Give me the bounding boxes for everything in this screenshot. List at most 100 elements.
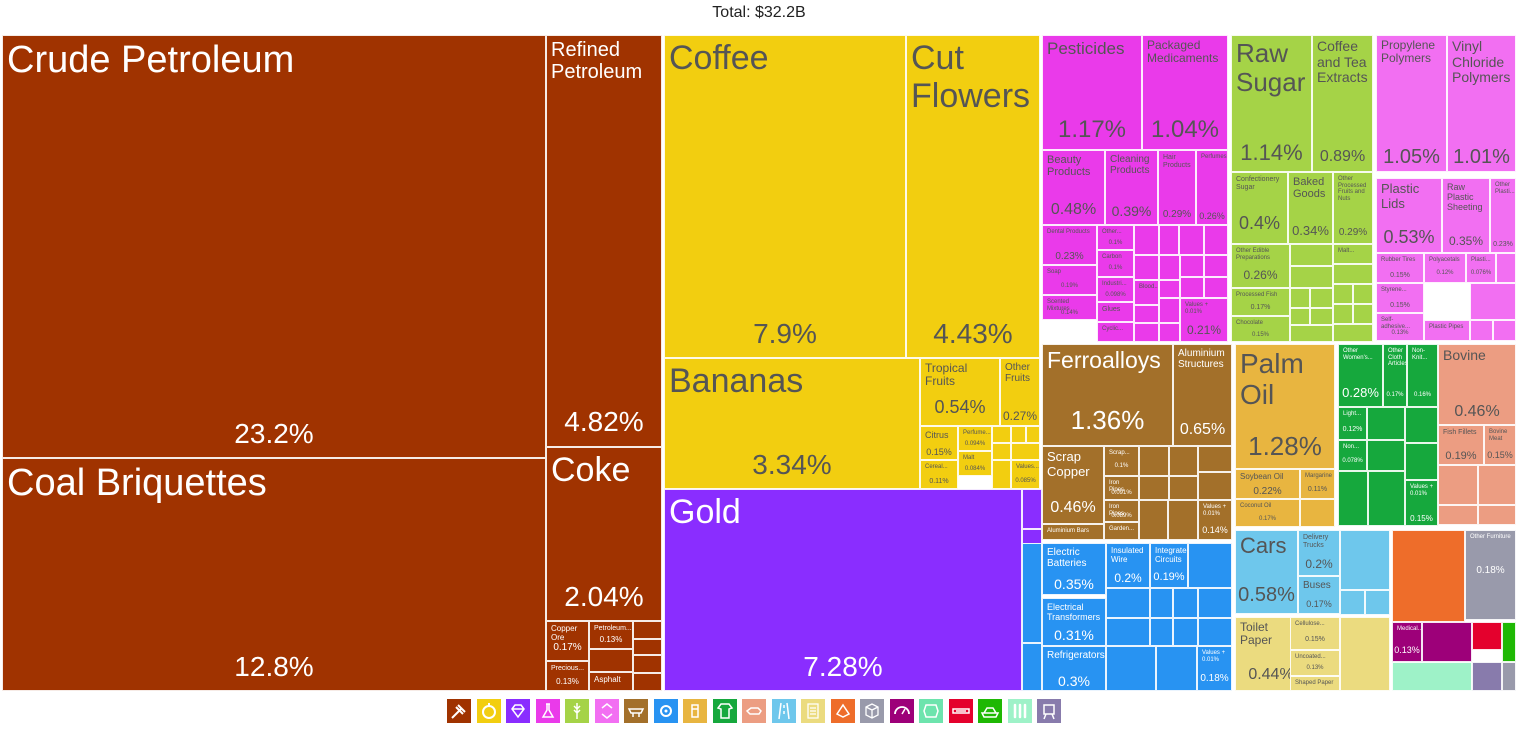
treemap-subtile-machine[interactable] <box>1150 588 1173 618</box>
treemap-tile-industri[interactable]: Industri... 0.098% <box>1097 277 1134 302</box>
treemap-subtile-animal[interactable] <box>1478 505 1516 525</box>
legend-item-precious[interactable] <box>505 698 531 724</box>
treemap-tile-electric-batteries[interactable]: Electric Batteries 0.35% <box>1042 543 1106 595</box>
treemap-tile-values[interactable]: Values... 0.085% <box>1011 460 1040 489</box>
treemap-tile-plastic-pipes[interactable]: Plastic Pipes <box>1424 320 1470 341</box>
legend-item-textile[interactable] <box>711 698 738 724</box>
treemap-tile-confectionery-sugar[interactable]: Confectionery Sugar 0.4% <box>1231 172 1288 244</box>
treemap-tile-iron-pipes[interactable]: Iron Pipes 0.091% <box>1104 476 1139 500</box>
treemap-tile-coffee-and-tea-extracts[interactable]: Coffee and Tea Extracts 0.89% <box>1312 35 1373 172</box>
treemap-tile-cars[interactable]: Cars 0.58% <box>1235 530 1298 614</box>
treemap-subtile-misc[interactable] <box>1502 662 1516 691</box>
treemap-subtile-chemical[interactable] <box>1179 225 1204 255</box>
legend-item-transport[interactable] <box>770 698 797 724</box>
treemap-subtile-plastic[interactable] <box>1496 253 1516 283</box>
treemap-subtile-machine[interactable] <box>1173 618 1198 646</box>
treemap-subtile-plastic[interactable] <box>1470 283 1516 320</box>
treemap-tile-precious[interactable]: Precious... 0.13% <box>546 661 589 691</box>
legend-item-misc[interactable] <box>859 698 885 724</box>
treemap-subtile-machine[interactable] <box>1156 646 1197 691</box>
legend-item-vegetable[interactable] <box>475 698 502 724</box>
treemap-subtile-foodstuff[interactable] <box>1290 266 1333 288</box>
treemap-subtile-machine[interactable] <box>1022 643 1042 691</box>
treemap-tile-cut-flowers[interactable]: Cut Flowers 4.43% <box>906 35 1040 358</box>
treemap-subtile-mineral[interactable] <box>633 639 662 655</box>
treemap-tile-buses[interactable]: Buses 0.17% <box>1298 576 1340 614</box>
treemap-subtile-art[interactable] <box>1472 662 1502 691</box>
treemap-subtile-textile[interactable] <box>1367 407 1405 440</box>
treemap-subtile-chemical[interactable] <box>1134 323 1159 342</box>
treemap-tile-cleaning-products[interactable]: Cleaning Products 0.39% <box>1105 150 1158 225</box>
treemap-subtile-animal[interactable] <box>1438 505 1478 525</box>
treemap-tile-copper-ore[interactable]: Copper Ore 0.17% <box>546 621 589 661</box>
treemap-subtile-transport[interactable] <box>1340 530 1390 590</box>
treemap-tile-scrap-copper[interactable]: Scrap Copper 0.46% <box>1042 446 1104 524</box>
treemap-subtile-weapons[interactable] <box>1472 622 1502 650</box>
treemap-tile-soap[interactable]: Soap 0.19% <box>1042 265 1097 295</box>
treemap-tile-malt[interactable]: Malt 0.084% <box>958 451 992 476</box>
treemap-tile-asphalt[interactable]: Asphalt <box>589 672 633 691</box>
treemap-subtile-foodstuff[interactable] <box>1333 324 1373 342</box>
treemap-tile-perfumes[interactable]: Perfumes 0.26% <box>1196 150 1228 225</box>
legend-item-chemical[interactable] <box>534 698 561 724</box>
treemap-tile-other-processed-fruits-and-nuts[interactable]: Other Processed Fruits and Nuts 0.29% <box>1333 172 1373 244</box>
treemap-tile-other-women-s[interactable]: Other Women's... 0.28% <box>1338 344 1383 407</box>
treemap-tile-non[interactable]: Non... 0.078% <box>1338 440 1367 471</box>
treemap-subtile-foodstuff[interactable] <box>1310 308 1333 325</box>
treemap-subtile-mineral[interactable] <box>633 673 662 691</box>
treemap-tile-coal-briquettes[interactable]: Coal Briquettes 12.8% <box>2 458 546 691</box>
treemap-tile-petroleum[interactable]: Petroleum... 0.13% <box>589 621 633 649</box>
treemap-tile-raw-sugar[interactable]: Raw Sugar 1.14% <box>1231 35 1312 172</box>
treemap-subtile-machine[interactable] <box>1106 618 1150 646</box>
legend-item-animal[interactable] <box>741 698 767 724</box>
treemap-tile-refrigerators[interactable]: Refrigerators 0.3% <box>1042 646 1106 691</box>
treemap-tile-aluminium-structures[interactable]: Aluminium Structures 0.65% <box>1173 344 1232 446</box>
treemap-subtile-vegetable[interactable] <box>992 443 1011 460</box>
treemap-tile-scrap[interactable]: Scrap... 0.1% <box>1104 446 1139 476</box>
treemap-subtile-foodstuff[interactable] <box>1333 304 1353 324</box>
treemap-tile-medical[interactable]: Medical... 0.13% <box>1392 622 1422 662</box>
treemap-tile-carbon[interactable]: Carbon 0.1% <box>1097 250 1134 277</box>
treemap-subtile-chemical[interactable] <box>1159 323 1180 342</box>
treemap-subtile-foodstuff[interactable] <box>1333 264 1373 284</box>
treemap-subtile-transport[interactable] <box>1340 590 1365 615</box>
treemap-subtile-textile[interactable] <box>1338 471 1368 526</box>
legend-item-footwear[interactable] <box>1006 698 1033 724</box>
treemap-tile-citrus[interactable]: Citrus 0.15% <box>920 426 958 460</box>
treemap-tile-shaped-paper[interactable]: Shaped Paper <box>1290 676 1340 691</box>
treemap-tile-polyacetals[interactable]: Polyacetals 0.12% <box>1424 253 1466 283</box>
legend-item-stone[interactable] <box>829 698 856 724</box>
treemap-subtile-foodstuff[interactable] <box>1290 325 1333 342</box>
treemap-subtile-footwear[interactable] <box>1392 662 1472 691</box>
treemap-subtile-foodstuff[interactable] <box>1290 288 1310 308</box>
treemap-tile-raw-plastic-sheeting[interactable]: Raw Plastic Sheeting 0.35% <box>1442 178 1490 253</box>
treemap-subtile-textile[interactable] <box>1405 443 1438 480</box>
legend-item-wood[interactable] <box>977 698 1003 724</box>
treemap-tile-values-0-01[interactable]: Values + 0.01% 0.14% <box>1198 500 1232 540</box>
treemap-tile-soybean-oil[interactable]: Soybean Oil 0.22% <box>1235 469 1300 499</box>
treemap-subtile-chemical[interactable] <box>1180 277 1204 298</box>
treemap-subtile-vegetable[interactable] <box>1026 426 1040 443</box>
treemap-subtile-machine[interactable] <box>1106 588 1150 618</box>
treemap-subtile-wood[interactable] <box>1502 622 1516 662</box>
legend-item-paper[interactable] <box>800 698 826 724</box>
legend-item-plastic[interactable] <box>593 698 620 724</box>
legend-item-weapons[interactable] <box>947 698 974 724</box>
treemap-subtile-chemical[interactable] <box>1159 280 1180 298</box>
treemap-subtile-vegetable[interactable] <box>992 426 1011 443</box>
treemap-tile-scented-mixtures[interactable]: Scented Mixtures 0.14% <box>1042 295 1097 320</box>
treemap-subtile-animal[interactable] <box>1438 465 1478 505</box>
treemap-subtile-foodstuff[interactable] <box>1290 308 1310 325</box>
treemap-subtile-textile[interactable] <box>1405 407 1438 443</box>
treemap-subtile-machine[interactable] <box>1022 543 1042 643</box>
treemap-subtile-machine[interactable] <box>1198 618 1232 646</box>
treemap-subtile-textile[interactable] <box>1368 471 1405 526</box>
treemap-tile-other-furniture[interactable]: Other Furniture 0.18% <box>1465 530 1516 620</box>
treemap-tile-plastic-lids[interactable]: Plastic Lids 0.53% <box>1376 178 1442 253</box>
treemap-tile-plasti[interactable]: Plasti... 0.076% <box>1466 253 1496 283</box>
treemap-tile-vinyl-chloride-polymers[interactable]: Vinyl Chloride Polymers 1.01% <box>1447 35 1516 172</box>
legend-item-mineral[interactable] <box>446 698 472 724</box>
treemap-tile-cellulose[interactable]: Cellulose... 0.15% <box>1290 617 1340 650</box>
treemap-tile-values-0-01[interactable]: Values + 0.01% 0.15% <box>1405 480 1438 526</box>
treemap-subtile-mineral[interactable] <box>633 621 662 639</box>
